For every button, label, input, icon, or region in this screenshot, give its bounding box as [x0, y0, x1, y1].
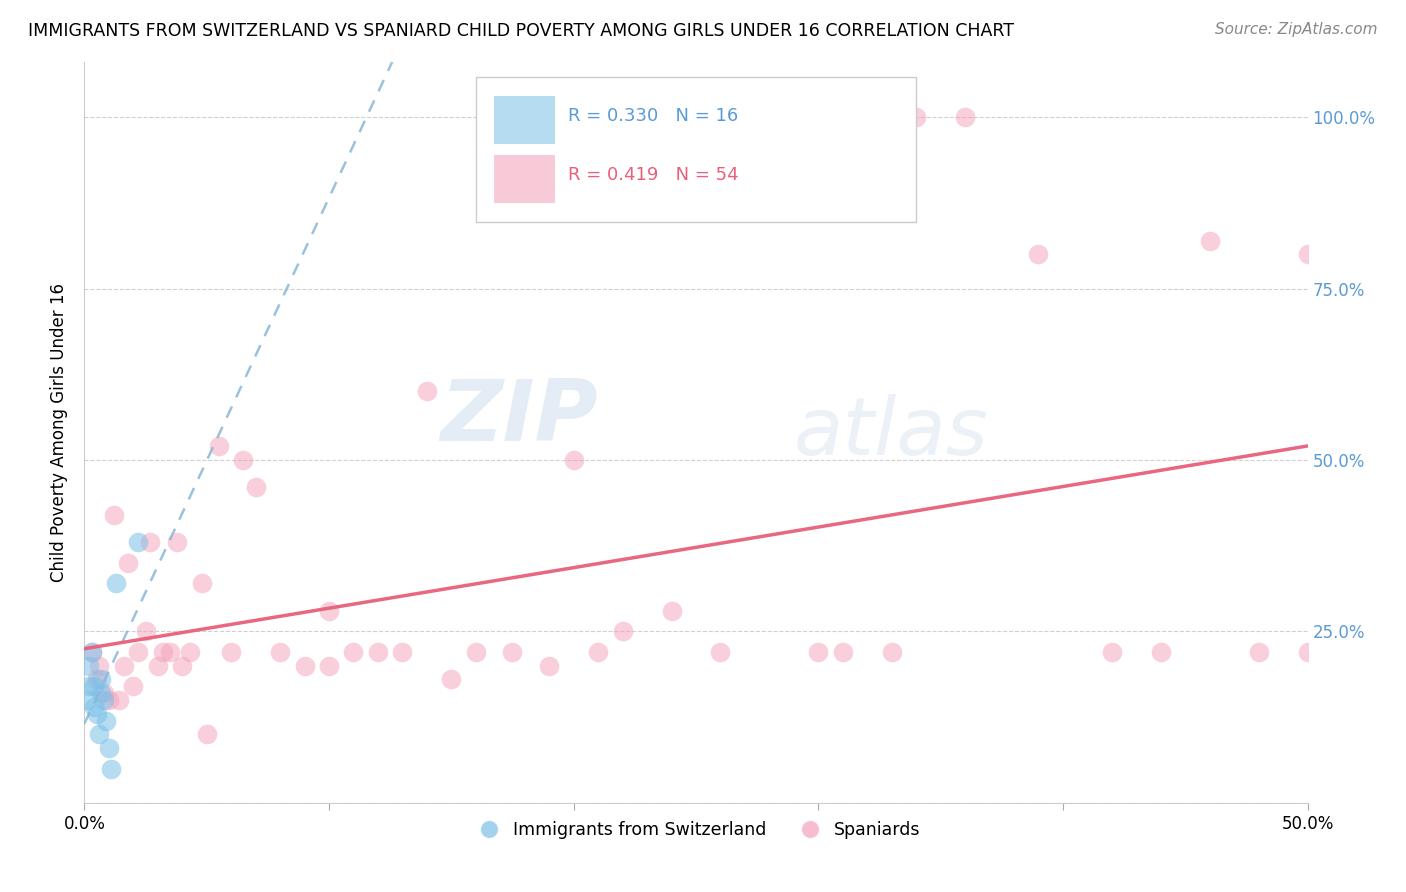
Text: R = 0.419   N = 54: R = 0.419 N = 54 [568, 166, 738, 184]
Point [86, 706, 108, 721]
Point [107, 693, 129, 707]
Point [80, 645, 103, 659]
Point [152, 645, 174, 659]
Point [342, 645, 364, 659]
Point [93, 693, 115, 707]
Point [100, 762, 122, 776]
Point [90, 673, 112, 687]
Point [117, 556, 139, 570]
Point [318, 658, 340, 673]
Point [709, 645, 731, 659]
Legend: Immigrants from Switzerland, Spaniards: Immigrants from Switzerland, Spaniards [464, 814, 928, 846]
Point [1296, 645, 1319, 659]
Point [294, 658, 316, 673]
Point [661, 604, 683, 618]
Point [159, 645, 181, 659]
Point [880, 645, 903, 659]
Text: R = 0.330   N = 16: R = 0.330 N = 16 [568, 107, 738, 125]
Point [538, 658, 561, 673]
Point [172, 658, 194, 673]
Point [1198, 234, 1220, 248]
Point [245, 480, 267, 494]
Point [905, 110, 928, 124]
Point [80, 645, 103, 659]
Point [166, 535, 188, 549]
Point [807, 645, 830, 659]
Point [318, 604, 340, 618]
Point [76, 693, 98, 707]
Point [440, 673, 463, 687]
Point [83, 679, 105, 693]
Point [77, 658, 100, 673]
Point [219, 645, 242, 659]
Point [612, 624, 634, 639]
Point [97, 693, 120, 707]
Point [191, 576, 214, 591]
Point [90, 686, 112, 700]
Text: ZIP: ZIP [440, 376, 598, 459]
Point [562, 453, 585, 467]
Point [586, 645, 609, 659]
Text: IMMIGRANTS FROM SWITZERLAND VS SPANIARD CHILD POVERTY AMONG GIRLS UNDER 16 CORRE: IMMIGRANTS FROM SWITZERLAND VS SPANIARD … [28, 22, 1014, 40]
Point [502, 645, 524, 659]
FancyBboxPatch shape [475, 78, 917, 221]
Point [464, 645, 486, 659]
Point [112, 658, 135, 673]
FancyBboxPatch shape [494, 155, 555, 203]
Point [831, 645, 853, 659]
Point [139, 535, 162, 549]
Point [127, 645, 149, 659]
Point [93, 686, 115, 700]
Point [1247, 645, 1270, 659]
Point [96, 714, 118, 728]
Point [1101, 645, 1123, 659]
Point [86, 673, 108, 687]
Point [135, 624, 157, 639]
Y-axis label: Child Poverty Among Girls Under 16: Child Poverty Among Girls Under 16 [51, 283, 69, 582]
Point [87, 658, 110, 673]
Point [208, 439, 231, 453]
Text: Source: ZipAtlas.com: Source: ZipAtlas.com [1215, 22, 1378, 37]
Point [195, 727, 218, 741]
Point [83, 699, 105, 714]
Point [269, 645, 291, 659]
Point [232, 453, 254, 467]
Point [1028, 247, 1050, 261]
Point [416, 384, 439, 399]
Point [146, 658, 169, 673]
Point [105, 576, 128, 591]
Point [367, 645, 389, 659]
Point [953, 110, 976, 124]
Point [87, 727, 110, 741]
Point [122, 679, 145, 693]
Point [97, 741, 120, 756]
Point [391, 645, 413, 659]
FancyBboxPatch shape [494, 95, 555, 144]
Point [103, 508, 125, 522]
Point [127, 535, 149, 549]
Point [179, 645, 201, 659]
Text: atlas: atlas [794, 393, 988, 472]
Point [1150, 645, 1173, 659]
Point [1296, 247, 1319, 261]
Point [77, 679, 100, 693]
